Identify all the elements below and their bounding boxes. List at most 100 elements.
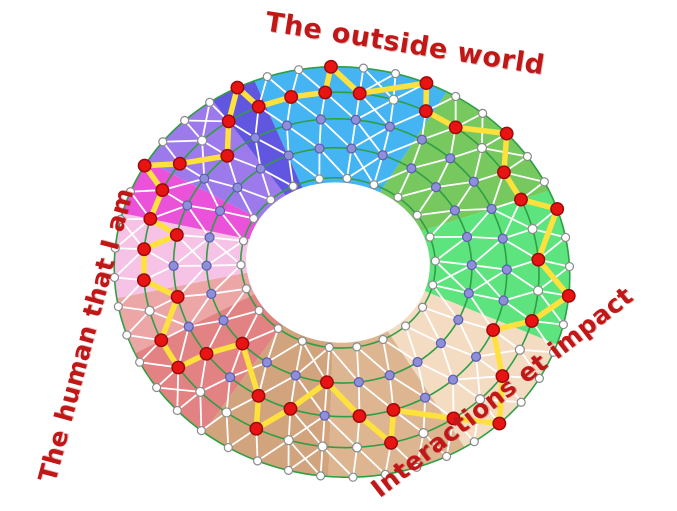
node	[314, 143, 325, 154]
node	[324, 342, 334, 353]
node	[514, 344, 525, 355]
node	[238, 236, 249, 246]
node	[342, 173, 352, 183]
highlight-node	[154, 333, 169, 348]
node	[412, 210, 422, 220]
highlight-node	[419, 76, 434, 91]
node	[125, 187, 136, 197]
node	[225, 372, 236, 383]
node	[249, 213, 259, 224]
node	[445, 153, 456, 164]
node	[201, 260, 212, 271]
highlight-node	[251, 99, 266, 114]
node	[283, 465, 294, 476]
node	[236, 260, 246, 270]
highlight-node	[220, 148, 235, 163]
node	[469, 437, 479, 447]
node	[377, 150, 388, 161]
node	[449, 205, 460, 216]
highlight-node	[492, 416, 507, 431]
node	[435, 338, 446, 349]
node	[218, 315, 229, 326]
node	[466, 259, 477, 271]
node	[564, 261, 575, 272]
highlight-node	[170, 289, 185, 304]
node	[534, 373, 544, 383]
node	[428, 280, 438, 290]
node	[116, 214, 126, 224]
node	[273, 323, 283, 334]
node	[388, 94, 399, 105]
node	[241, 284, 251, 294]
node	[214, 205, 226, 217]
node	[204, 232, 215, 243]
node	[197, 135, 208, 146]
node	[478, 108, 488, 118]
node	[223, 442, 233, 453]
node	[255, 163, 266, 174]
node	[412, 462, 422, 472]
node	[350, 114, 361, 125]
node	[182, 200, 193, 211]
highlight-node	[136, 273, 151, 288]
highlight-node	[221, 114, 236, 129]
sector-green-mid	[379, 91, 550, 232]
node	[406, 163, 417, 174]
node	[486, 203, 497, 214]
highlight-node	[352, 409, 367, 424]
node	[314, 174, 324, 184]
node	[400, 321, 411, 331]
node	[261, 357, 273, 368]
node	[351, 442, 363, 453]
node	[172, 405, 182, 416]
node	[558, 320, 568, 330]
node	[144, 305, 155, 316]
node	[501, 264, 512, 275]
node	[113, 301, 123, 312]
node	[416, 134, 427, 145]
node	[122, 330, 132, 340]
node	[533, 285, 544, 296]
node	[516, 397, 526, 407]
node	[315, 114, 327, 125]
highlight-node	[171, 360, 186, 375]
node	[294, 65, 304, 75]
highlight-node	[143, 211, 158, 226]
node	[378, 334, 388, 345]
highlight-node	[235, 336, 250, 351]
node	[561, 232, 571, 243]
node	[352, 342, 362, 352]
highlight-node	[531, 252, 546, 267]
node	[254, 305, 264, 316]
sector-peach	[387, 291, 557, 448]
node	[281, 120, 293, 131]
node	[527, 223, 538, 235]
node	[206, 288, 217, 299]
node	[180, 115, 190, 126]
node	[384, 121, 395, 132]
node	[468, 176, 479, 187]
node	[158, 137, 168, 147]
highlight-node	[230, 80, 245, 95]
node	[290, 370, 301, 381]
node	[232, 182, 243, 193]
highlight-node	[386, 403, 401, 417]
node	[168, 260, 179, 271]
node	[369, 180, 379, 190]
node	[283, 150, 294, 161]
node	[425, 232, 435, 242]
node	[252, 456, 263, 466]
highlight-node	[418, 104, 433, 119]
node	[319, 410, 330, 421]
node	[463, 288, 474, 299]
sector-red-dark	[134, 293, 283, 433]
node	[196, 426, 206, 436]
node	[283, 435, 294, 446]
node	[358, 63, 369, 73]
highlight-node	[448, 120, 463, 135]
mesh-lines	[113, 65, 571, 479]
highlight-node	[284, 90, 299, 104]
highlight-node	[169, 227, 184, 242]
node	[315, 471, 326, 481]
